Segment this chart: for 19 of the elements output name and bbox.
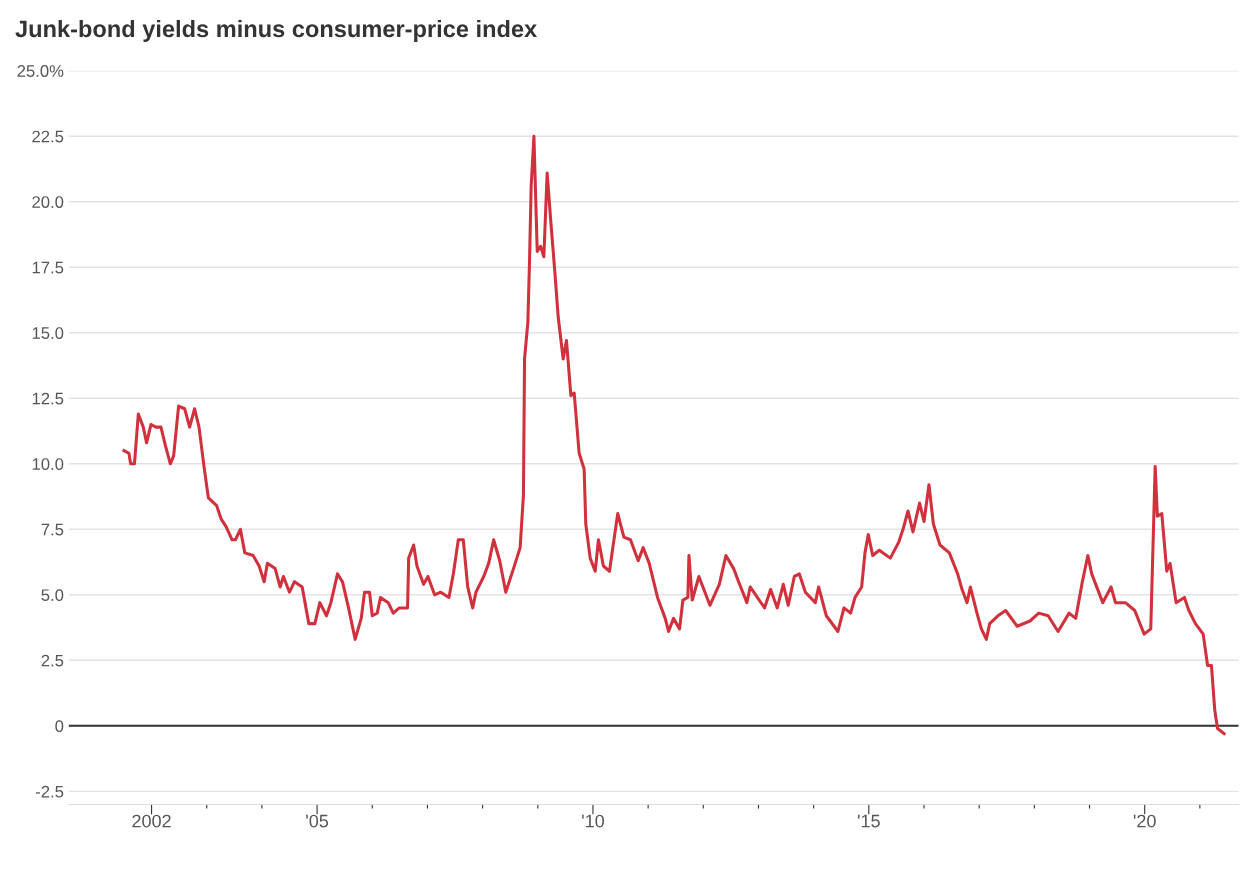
y-tick-label: 22.5 <box>32 130 64 143</box>
x-tick-label: 2002 <box>132 814 171 828</box>
line-series <box>122 134 1226 736</box>
y-tick-label: -2.5 <box>35 785 64 798</box>
y-tick-label: 25.0% <box>17 65 64 77</box>
y-tick-label: 20.0 <box>32 196 64 208</box>
y-tick-label: 5.0 <box>41 589 64 602</box>
chart-title: Junk-bond yields minus consumer-price index <box>15 19 538 42</box>
y-tick-label: 2.5 <box>41 654 64 667</box>
x-tick-label: '20 <box>1133 814 1156 828</box>
y-tick-label: 15.0 <box>32 327 64 339</box>
x-tick-label: '15 <box>857 814 880 828</box>
y-tick-label: 0 <box>55 720 64 733</box>
x-tick-label: '05 <box>306 814 329 828</box>
y-tick-label: 7.5 <box>41 523 64 536</box>
y-tick-label: 12.5 <box>32 392 64 405</box>
y-tick-label: 10.0 <box>32 458 64 470</box>
x-tick-label: '10 <box>582 814 605 828</box>
y-tick-label: 17.5 <box>32 261 64 274</box>
